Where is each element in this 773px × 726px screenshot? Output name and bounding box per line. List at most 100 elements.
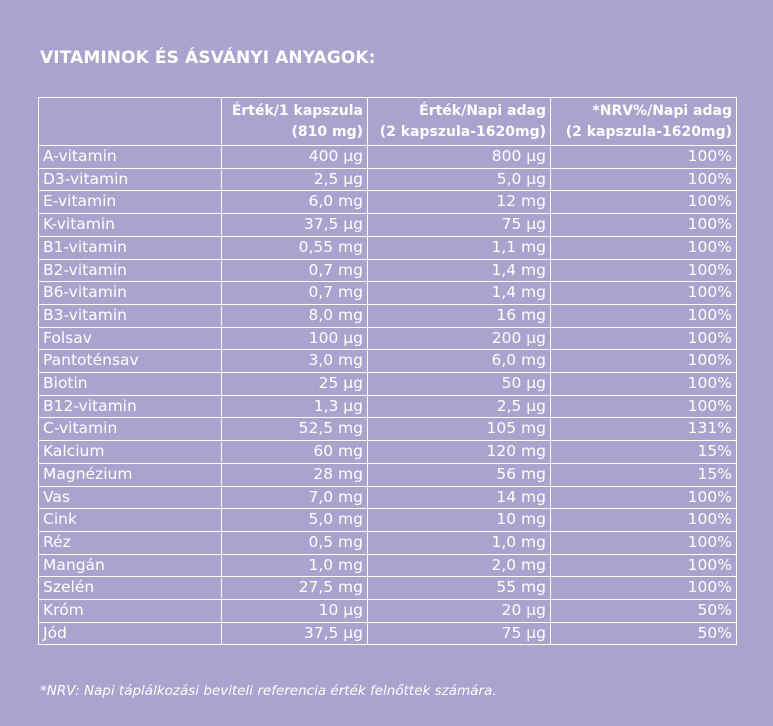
- per-capsule-cell: 27,5 mg: [221, 576, 368, 601]
- daily-dose-cell: 1,4 mg: [367, 258, 551, 283]
- per-capsule-cell: 6,0 mg: [221, 190, 368, 215]
- header-daily-dose-line2: (2 kapszula-1620mg): [379, 123, 546, 140]
- table-row: B3-vitamin 8,0 mg 16 mg 100%: [38, 303, 737, 328]
- header-daily-dose: Érték/Napi adag (2 kapszula-1620mg): [367, 97, 551, 146]
- per-capsule-cell: 100 µg: [221, 326, 368, 351]
- daily-dose-cell: 50 µg: [367, 372, 551, 396]
- daily-dose-cell: 16 mg: [367, 303, 551, 328]
- nutrient-name-cell: Biotin: [38, 372, 222, 396]
- header-nutrient: [38, 97, 222, 146]
- nrv-cell: 100%: [550, 145, 737, 169]
- table-row: A-vitamin 400 µg 800 µg 100%: [38, 145, 737, 169]
- nrv-cell: 131%: [550, 417, 737, 442]
- nrv-cell: 100%: [550, 326, 737, 351]
- nutrient-name-cell: Vas: [38, 485, 222, 510]
- header-nrv-line2: (2 kapszula-1620mg): [565, 123, 732, 140]
- nrv-cell: 100%: [550, 394, 737, 419]
- nutrient-name-cell: B6-vitamin: [38, 281, 222, 305]
- daily-dose-cell: 14 mg: [367, 485, 551, 510]
- nrv-cell: 100%: [550, 349, 737, 374]
- table-row: Réz 0,5 mg 1,0 mg 100%: [38, 530, 737, 555]
- nutrient-name-cell: Szelén: [38, 576, 222, 601]
- nrv-cell: 100%: [550, 303, 737, 328]
- table-row: B1-vitamin 0,55 mg 1,1 mg 100%: [38, 235, 737, 260]
- nutrient-name-cell: K-vitamin: [38, 213, 222, 237]
- table-row: Kalcium 60 mg 120 mg 15%: [38, 440, 737, 464]
- header-nrv: *NRV%/Napi adag (2 kapszula-1620mg): [550, 97, 737, 146]
- nutrient-name-cell: Pantoténsav: [38, 349, 222, 374]
- per-capsule-cell: 0,7 mg: [221, 258, 368, 283]
- daily-dose-cell: 1,1 mg: [367, 235, 551, 260]
- per-capsule-cell: 1,0 mg: [221, 553, 368, 578]
- nutrient-name-cell: A-vitamin: [38, 145, 222, 169]
- nrv-cell: 50%: [550, 621, 737, 646]
- nutrient-name-cell: Folsav: [38, 326, 222, 351]
- table-row: Mangán 1,0 mg 2,0 mg 100%: [38, 553, 737, 578]
- nutrient-name-cell: Magnézium: [38, 462, 222, 487]
- nrv-cell: 100%: [550, 235, 737, 260]
- header-daily-dose-line1: Érték/Napi adag: [419, 102, 546, 119]
- table-body: A-vitamin 400 µg 800 µg 100% D3-vitamin 2,5 µ…: [38, 145, 737, 646]
- daily-dose-cell: 20 µg: [367, 599, 551, 623]
- nrv-cell: 100%: [550, 553, 737, 578]
- header-per-capsule-line1: Érték/1 kapszula: [231, 102, 363, 119]
- per-capsule-cell: 7,0 mg: [221, 485, 368, 510]
- table-header-row: Érték/1 kapszula (810 mg) Érték/Napi ada…: [38, 97, 737, 146]
- per-capsule-cell: 0,55 mg: [221, 235, 368, 260]
- nutrient-name-cell: Mangán: [38, 553, 222, 578]
- header-per-capsule: Érték/1 kapszula (810 mg): [221, 97, 368, 146]
- daily-dose-cell: 1,0 mg: [367, 530, 551, 555]
- table-row: Szelén 27,5 mg 55 mg 100%: [38, 576, 737, 601]
- per-capsule-cell: 0,5 mg: [221, 530, 368, 555]
- nutrient-name-cell: B1-vitamin: [38, 235, 222, 260]
- daily-dose-cell: 120 mg: [367, 440, 551, 464]
- nutrient-name-cell: C-vitamin: [38, 417, 222, 442]
- header-per-capsule-line2: (810 mg): [291, 123, 363, 140]
- daily-dose-cell: 2,5 µg: [367, 394, 551, 419]
- nrv-cell: 100%: [550, 485, 737, 510]
- nutrient-name-cell: Króm: [38, 599, 222, 623]
- nrv-cell: 100%: [550, 530, 737, 555]
- daily-dose-cell: 75 µg: [367, 621, 551, 646]
- daily-dose-cell: 200 µg: [367, 326, 551, 351]
- nutrient-name-cell: B3-vitamin: [38, 303, 222, 328]
- per-capsule-cell: 60 mg: [221, 440, 368, 464]
- nrv-cell: 100%: [550, 190, 737, 215]
- header-nrv-line1: *NRV%/Napi adag: [592, 102, 732, 119]
- daily-dose-cell: 55 mg: [367, 576, 551, 601]
- nrv-cell: 50%: [550, 599, 737, 623]
- table-row: C-vitamin 52,5 mg 105 mg 131%: [38, 417, 737, 442]
- nutrition-table: Érték/1 kapszula (810 mg) Érték/Napi ada…: [38, 97, 737, 646]
- per-capsule-cell: 37,5 µg: [221, 621, 368, 646]
- nutrient-name-cell: Jód: [38, 621, 222, 646]
- daily-dose-cell: 2,0 mg: [367, 553, 551, 578]
- per-capsule-cell: 2,5 µg: [221, 167, 368, 192]
- table-row: Króm 10 µg 20 µg 50%: [38, 599, 737, 623]
- nutrient-name-cell: E-vitamin: [38, 190, 222, 215]
- nrv-cell: 100%: [550, 508, 737, 532]
- per-capsule-cell: 25 µg: [221, 372, 368, 396]
- table-row: K-vitamin 37,5 µg 75 µg 100%: [38, 213, 737, 237]
- table-row: E-vitamin 6,0 mg 12 mg 100%: [38, 190, 737, 215]
- nutrient-name-cell: Réz: [38, 530, 222, 555]
- table-row: Biotin 25 µg 50 µg 100%: [38, 372, 737, 396]
- daily-dose-cell: 56 mg: [367, 462, 551, 487]
- nutrient-name-cell: D3-vitamin: [38, 167, 222, 192]
- per-capsule-cell: 400 µg: [221, 145, 368, 169]
- nrv-cell: 15%: [550, 462, 737, 487]
- section-title: VITAMINOK ÉS ÁSVÁNYI ANYAGOK:: [40, 48, 376, 68]
- per-capsule-cell: 5,0 mg: [221, 508, 368, 532]
- nutrient-name-cell: B2-vitamin: [38, 258, 222, 283]
- per-capsule-cell: 28 mg: [221, 462, 368, 487]
- nutrient-name-cell: Cink: [38, 508, 222, 532]
- daily-dose-cell: 5,0 µg: [367, 167, 551, 192]
- table-row: B12-vitamin 1,3 µg 2,5 µg 100%: [38, 394, 737, 419]
- table-row: B6-vitamin 0,7 mg 1,4 mg 100%: [38, 281, 737, 305]
- table-row: D3-vitamin 2,5 µg 5,0 µg 100%: [38, 167, 737, 192]
- daily-dose-cell: 6,0 mg: [367, 349, 551, 374]
- nutrient-name-cell: Kalcium: [38, 440, 222, 464]
- nrv-cell: 100%: [550, 372, 737, 396]
- per-capsule-cell: 3,0 mg: [221, 349, 368, 374]
- per-capsule-cell: 52,5 mg: [221, 417, 368, 442]
- per-capsule-cell: 0,7 mg: [221, 281, 368, 305]
